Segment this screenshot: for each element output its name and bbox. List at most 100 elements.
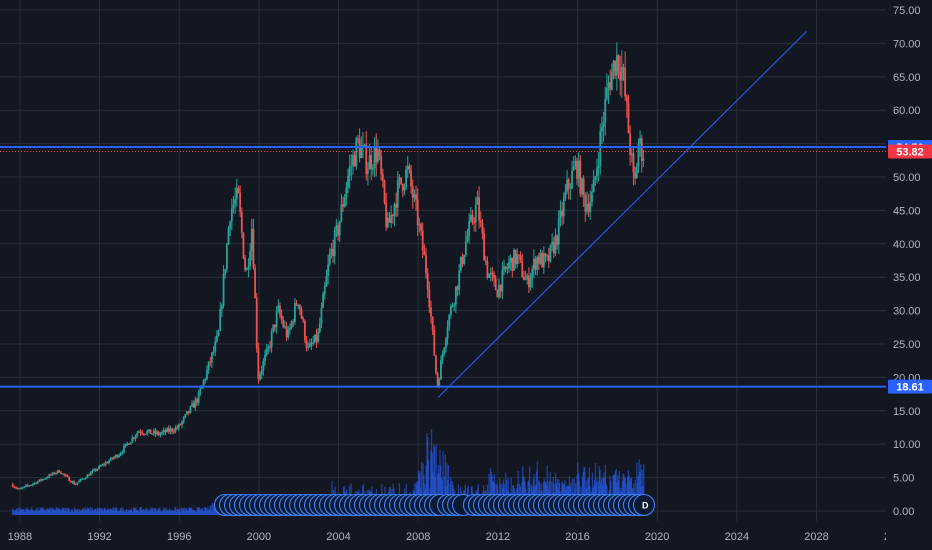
candle-body — [403, 186, 406, 191]
candle-body — [584, 195, 587, 212]
volume-bar — [70, 509, 73, 515]
candle-body — [486, 261, 489, 278]
volume-bar — [156, 510, 159, 515]
candle-body — [48, 474, 51, 478]
volume-bar — [594, 463, 597, 515]
volume-bar — [211, 511, 213, 515]
volume-bar — [152, 511, 155, 515]
volume-bar — [41, 507, 43, 515]
candle-body — [25, 485, 27, 487]
volume-bar — [78, 509, 80, 515]
volume-bar — [90, 507, 92, 515]
volume-bar — [426, 433, 428, 515]
candle-body — [541, 252, 544, 268]
volume-bar — [90, 511, 93, 515]
candle-body — [435, 355, 437, 374]
candle-body — [98, 465, 100, 469]
candle-body — [239, 192, 242, 212]
volume-bar — [100, 508, 102, 515]
volume-bar — [199, 510, 201, 515]
volume-bar — [106, 510, 108, 515]
candle-body — [534, 258, 537, 270]
volume-bar — [142, 509, 145, 515]
volume-bar — [62, 508, 64, 515]
x-tick-label: 2016 — [565, 531, 589, 543]
candle-body — [262, 361, 265, 371]
candle-body — [35, 482, 37, 484]
volume-bar — [175, 507, 177, 515]
volume-bar — [188, 508, 190, 515]
candle-body — [592, 179, 595, 193]
volume-bar — [427, 460, 430, 515]
volume-bar — [149, 510, 152, 515]
volume-bar — [143, 510, 145, 515]
candle-body — [609, 82, 612, 90]
candle-body — [312, 342, 315, 345]
candle-body — [390, 214, 393, 223]
candle-body — [151, 433, 154, 435]
candle-body — [93, 469, 95, 471]
candle-body — [192, 403, 195, 408]
candle-body — [146, 431, 149, 435]
volume-bar — [136, 511, 139, 515]
candle-body — [111, 457, 114, 459]
candle-body — [430, 307, 432, 317]
candle-body — [547, 255, 550, 262]
volume-bar — [73, 511, 75, 515]
candle-body — [189, 406, 192, 413]
volume-bar — [202, 510, 204, 515]
volume-bar — [136, 510, 138, 515]
candle-body — [209, 361, 212, 363]
volume-bar — [64, 510, 66, 515]
volume-bar — [183, 507, 185, 515]
candle-body — [425, 255, 427, 274]
x-axis[interactable]: 1988 1992 1996 2000 2004 2008 2012 2016 2020 2024… — [0, 521, 908, 550]
volume-bar — [206, 511, 208, 515]
candle-body — [542, 253, 545, 268]
candle-body — [640, 138, 643, 161]
candle-body — [191, 403, 193, 407]
candle-body — [206, 369, 208, 380]
volume-bar — [172, 511, 174, 515]
drawing-overlays[interactable] — [0, 31, 886, 398]
volume-bar — [21, 509, 24, 515]
candle-body — [254, 267, 256, 299]
candle-body — [400, 177, 403, 184]
candle-body — [481, 222, 484, 234]
candle-body — [501, 269, 504, 292]
volume-bar — [32, 510, 34, 515]
candle-body — [224, 269, 227, 275]
volume-bar — [160, 510, 162, 515]
y-tick-label: 5.00 — [893, 473, 914, 485]
candle-body — [360, 147, 363, 159]
volume-bar — [615, 469, 617, 515]
volume-bar — [155, 511, 158, 515]
candle-body — [212, 351, 215, 353]
volume-bar — [61, 507, 64, 515]
candle-body — [225, 244, 228, 270]
candle-body — [410, 170, 412, 187]
volume-bar — [149, 510, 151, 515]
candle-body — [539, 252, 542, 264]
candle-body — [89, 472, 92, 476]
candle-body — [131, 437, 134, 443]
volume-bar — [28, 509, 30, 515]
candle-body — [554, 235, 557, 254]
candle-body — [162, 429, 165, 432]
candle-body — [320, 307, 323, 324]
price-tag-label: 18.61 — [896, 382, 924, 394]
candle-body — [564, 191, 567, 199]
candle-body — [617, 55, 620, 72]
candle-body — [279, 305, 281, 315]
volume-bar — [546, 465, 548, 515]
candle-body — [431, 316, 434, 330]
y-axis[interactable]: 75.0070.0065.0060.0055.0050.0045.0040.00… — [886, 0, 932, 550]
volume-bar — [604, 464, 607, 515]
candle-body — [234, 199, 237, 205]
candle-body — [574, 160, 577, 168]
candle-body — [458, 270, 461, 290]
candle-body — [426, 273, 429, 290]
dividend-markers[interactable]: DDD — [213, 493, 656, 517]
